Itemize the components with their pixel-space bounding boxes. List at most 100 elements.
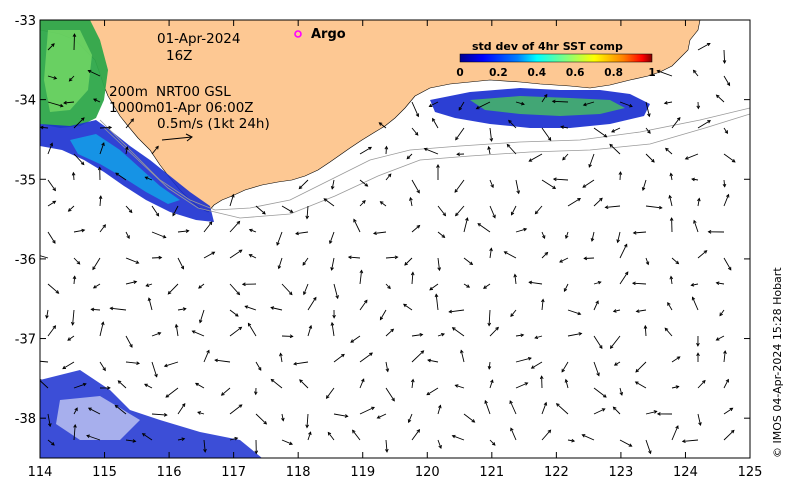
argo-label: Argo: [311, 27, 346, 42]
current-vector: [151, 361, 158, 377]
current-vector-head: [491, 442, 496, 446]
current-vector-head: [198, 285, 202, 289]
current-vector: [515, 179, 520, 194]
current-vector-head: [234, 436, 239, 441]
current-vector: [489, 248, 492, 259]
current-vector: [685, 153, 699, 160]
current-vector: [455, 384, 465, 389]
current-vector-head: [676, 356, 681, 360]
current-vector: [435, 294, 439, 311]
current-vector: [125, 257, 139, 264]
current-vector-head: [254, 450, 259, 455]
current-vector-head: [359, 269, 364, 274]
current-vector: [307, 431, 312, 441]
current-vector: [452, 327, 465, 337]
current-vector-head: [544, 251, 549, 256]
current-vector: [411, 350, 424, 363]
current-vector-head: [727, 266, 732, 271]
current-vector-head: [198, 319, 203, 324]
current-vector: [229, 437, 238, 441]
current-vector-head: [303, 291, 307, 296]
current-vector-head: [477, 223, 482, 227]
current-vector-head: [270, 378, 275, 383]
sst-patch-bight-green: [470, 96, 625, 116]
current-vector-head: [423, 147, 428, 152]
x-axis: 114 115 116 117 118 119 120 121 122 123 124 125: [28, 20, 762, 480]
current-vector: [645, 205, 662, 209]
current-vector-head: [387, 285, 391, 290]
x-tick-label: 122: [544, 465, 569, 480]
current-vector: [197, 411, 205, 415]
colorbar-title: std dev of 4hr SST comp: [472, 40, 623, 53]
current-vector: [47, 43, 55, 51]
current-vector: [463, 413, 475, 423]
current-vector: [610, 335, 621, 349]
current-vector: [63, 101, 75, 104]
current-vector: [359, 270, 363, 285]
current-vector: [593, 387, 607, 398]
current-vector-head: [238, 249, 243, 254]
current-vector: [115, 405, 127, 415]
current-vector-head: [115, 172, 119, 176]
colorbar-tick-label: 0.4: [527, 67, 546, 79]
current-vector: [271, 379, 283, 389]
current-vector: [455, 205, 465, 216]
current-vector-head: [648, 450, 652, 455]
current-vector: [73, 117, 85, 129]
current-vector-head: [174, 323, 179, 328]
current-vector: [88, 407, 101, 415]
current-vector: [331, 179, 335, 189]
current-vector-head: [510, 211, 515, 216]
current-vector: [62, 361, 75, 369]
current-vector: [511, 205, 517, 216]
colorbar-ticks: 0 0.2 0.4 0.6 0.8 1: [456, 67, 655, 79]
x-tick-label: 116: [157, 465, 182, 480]
current-vector: [110, 307, 127, 311]
current-vector-head: [428, 103, 433, 107]
current-vector-head: [561, 368, 565, 373]
current-vector-head: [165, 394, 170, 398]
current-vector-head: [599, 197, 603, 202]
current-vector-head: [707, 120, 711, 124]
current-vector: [215, 359, 231, 363]
current-vector: [281, 283, 293, 295]
current-vector: [582, 434, 595, 441]
current-vector-head: [325, 395, 330, 399]
current-vector: [556, 403, 569, 415]
current-vector-head: [241, 282, 246, 287]
current-vector-head: [438, 445, 442, 449]
current-vector-head: [624, 243, 628, 248]
current-vector-head: [438, 404, 442, 409]
current-vector-head: [253, 391, 258, 396]
current-vector: [541, 429, 551, 441]
y-tick-label: -37: [15, 333, 36, 348]
scale-arrow: [161, 133, 193, 142]
current-vector-head: [330, 185, 335, 190]
colorbar-tick-label: 0.8: [604, 67, 623, 79]
current-vector: [353, 219, 361, 233]
y-tick-label: -34: [15, 94, 36, 109]
current-vector: [229, 404, 243, 415]
current-vector: [667, 302, 673, 311]
current-vector-head: [624, 271, 629, 276]
current-vector-head: [384, 145, 389, 150]
current-vector-head: [158, 255, 163, 260]
current-vector: [697, 120, 711, 129]
current-vector-head: [62, 365, 67, 370]
current-vector-head: [448, 309, 453, 314]
current-vector: [429, 101, 439, 107]
current-vector: [406, 153, 413, 160]
current-vector-head: [409, 196, 413, 201]
current-vector: [463, 217, 468, 233]
current-vector-head: [564, 235, 569, 239]
current-vector-head: [385, 368, 390, 373]
current-vector: [221, 387, 231, 396]
current-vector: [303, 283, 309, 295]
current-vector-head: [35, 360, 38, 363]
credit-text: © IMOS 04-Apr-2024 15:28 Hobart: [771, 267, 784, 458]
current-vector-head: [456, 152, 460, 157]
current-vector-head: [706, 42, 711, 47]
current-vector: [229, 194, 234, 207]
current-vector: [515, 357, 532, 363]
current-vector: [46, 309, 49, 319]
